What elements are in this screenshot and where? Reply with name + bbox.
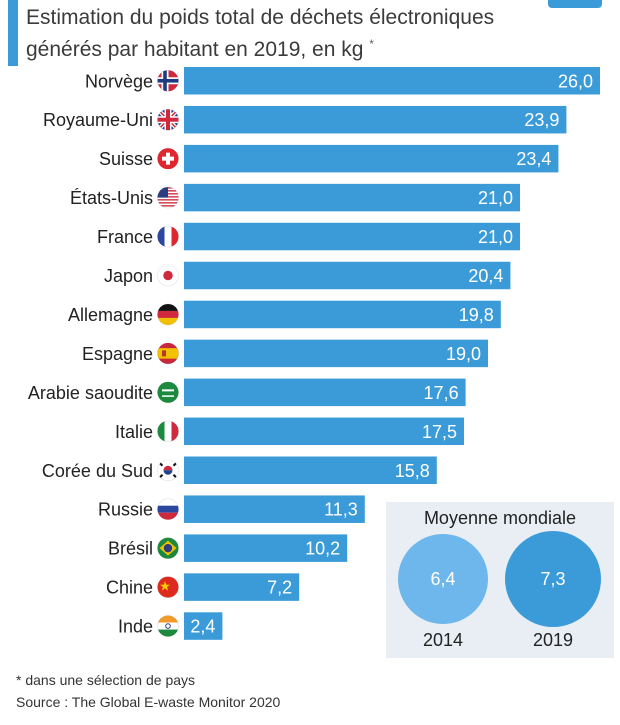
category-label: Suisse	[99, 149, 153, 169]
bar	[184, 222, 520, 251]
bar-row: 17,5 Italie	[115, 417, 464, 446]
category-label: Norvège	[85, 71, 153, 91]
average-2014-year: 2014	[422, 630, 464, 650]
spain-flag-icon	[157, 342, 179, 365]
bar-row: 20,4 Japon	[104, 261, 511, 290]
bar-value-label: 20,4	[468, 266, 503, 286]
bar	[184, 495, 365, 523]
title-line-2-text: générés par habitant en 2019, en kg	[26, 38, 364, 61]
title-line-1: Estimation du poids total de déchets éle…	[26, 6, 495, 29]
bar	[184, 261, 511, 290]
accent-bar	[8, 0, 18, 66]
world-average-title: Moyenne mondiale	[423, 508, 577, 528]
category-label: Brésil	[108, 539, 153, 559]
corner-badge	[548, 0, 602, 8]
bar-value-label: 21,0	[478, 227, 513, 247]
russia-flag-icon	[157, 498, 179, 521]
bar-value-label: 7,2	[267, 578, 292, 598]
saudi-arabia-flag-icon	[157, 381, 179, 404]
category-label: États-Unis	[70, 188, 153, 208]
world-average-panel: Moyenne mondiale 6,4 7,3 2014 2019	[386, 502, 614, 658]
bar	[184, 456, 437, 484]
bar	[184, 183, 520, 212]
bar-value-label: 10,2	[305, 539, 340, 559]
bar	[184, 573, 300, 601]
bar-value-label: 11,3	[324, 500, 358, 520]
norway-flag-icon	[157, 69, 179, 92]
category-label: Japon	[104, 266, 153, 286]
bar-row: 10,2 Brésil	[108, 534, 348, 562]
bar	[184, 339, 488, 368]
china-flag-icon	[157, 576, 179, 598]
bar	[184, 612, 223, 640]
bar-value-label: 17,6	[424, 383, 459, 403]
uk-flag-icon	[157, 108, 179, 131]
japan-flag-icon	[157, 264, 179, 287]
average-2019-year: 2019	[532, 630, 574, 650]
category-label: Russie	[98, 500, 153, 520]
bar-value-label: 15,8	[395, 461, 430, 481]
south-korea-flag-icon	[157, 459, 179, 482]
category-label: Royaume-Uni	[43, 110, 153, 130]
usa-flag-icon	[157, 186, 179, 209]
category-label: Corée du Sud	[42, 461, 153, 481]
category-label: Allemagne	[68, 305, 153, 325]
bar-chart: 26,0 Norvège 23,9 Royaume-Uni 23,4 Suisse 21,0…	[28, 67, 600, 640]
france-flag-icon	[157, 225, 179, 248]
bar-row: 17,6 Arabie saoudite	[28, 378, 466, 407]
category-label: Chine	[106, 578, 153, 598]
germany-flag-icon	[157, 303, 179, 326]
average-2019-circle: 7,3	[505, 531, 601, 627]
bar-value-label: 21,0	[478, 188, 513, 208]
average-2019-value: 7,3	[540, 568, 566, 589]
bar-value-label: 26,0	[558, 71, 593, 91]
average-2014-value: 6,4	[430, 568, 456, 589]
chart-title: Estimation du poids total de déchets éle…	[26, 4, 586, 63]
switzerland-flag-icon	[157, 147, 179, 170]
category-label: Arabie saoudite	[28, 383, 153, 403]
title-line-2: générés par habitant en 2019, en kg *	[26, 31, 586, 63]
bar	[184, 144, 559, 173]
bar-row: 7,2 Chine	[106, 573, 300, 601]
bar-value-label: 2,4	[190, 617, 215, 637]
category-label: France	[97, 227, 153, 247]
bar	[184, 534, 348, 562]
bar-value-label: 19,0	[446, 344, 481, 364]
footnote: * dans une sélection de pays	[16, 672, 196, 688]
average-2014-circle: 6,4	[398, 534, 488, 624]
bar-row: 21,0 États-Unis	[70, 183, 520, 212]
bar	[184, 378, 466, 407]
bar-value-label: 17,5	[422, 422, 457, 442]
bar-row: 26,0 Norvège	[85, 67, 600, 95]
bar-row: 19,0 Espagne	[82, 339, 488, 368]
bar-row: 23,4 Suisse	[99, 144, 559, 173]
bar-row: 11,3 Russie	[98, 495, 365, 523]
bar	[184, 300, 501, 329]
bar-row: 2,4 Inde	[118, 612, 223, 640]
title-asterisk: *	[369, 37, 374, 51]
india-flag-icon	[157, 615, 179, 637]
italy-flag-icon	[157, 420, 179, 443]
bar-value-label: 19,8	[459, 305, 494, 325]
category-label: Inde	[118, 617, 153, 637]
category-label: Italie	[115, 422, 153, 442]
bar	[184, 105, 567, 134]
bar-value-label: 23,4	[516, 149, 551, 169]
category-label: Espagne	[82, 344, 153, 364]
bar	[184, 67, 600, 95]
bar-row: 15,8 Corée du Sud	[42, 456, 437, 484]
source-line: Source : The Global E-waste Monitor 2020	[16, 694, 281, 710]
brazil-flag-icon	[157, 537, 179, 559]
bar-row: 21,0 France	[97, 222, 520, 251]
bar-row: 19,8 Allemagne	[68, 300, 501, 329]
bar	[184, 417, 464, 446]
bar-value-label: 23,9	[524, 110, 559, 130]
bar-row: 23,9 Royaume-Uni	[43, 105, 567, 134]
